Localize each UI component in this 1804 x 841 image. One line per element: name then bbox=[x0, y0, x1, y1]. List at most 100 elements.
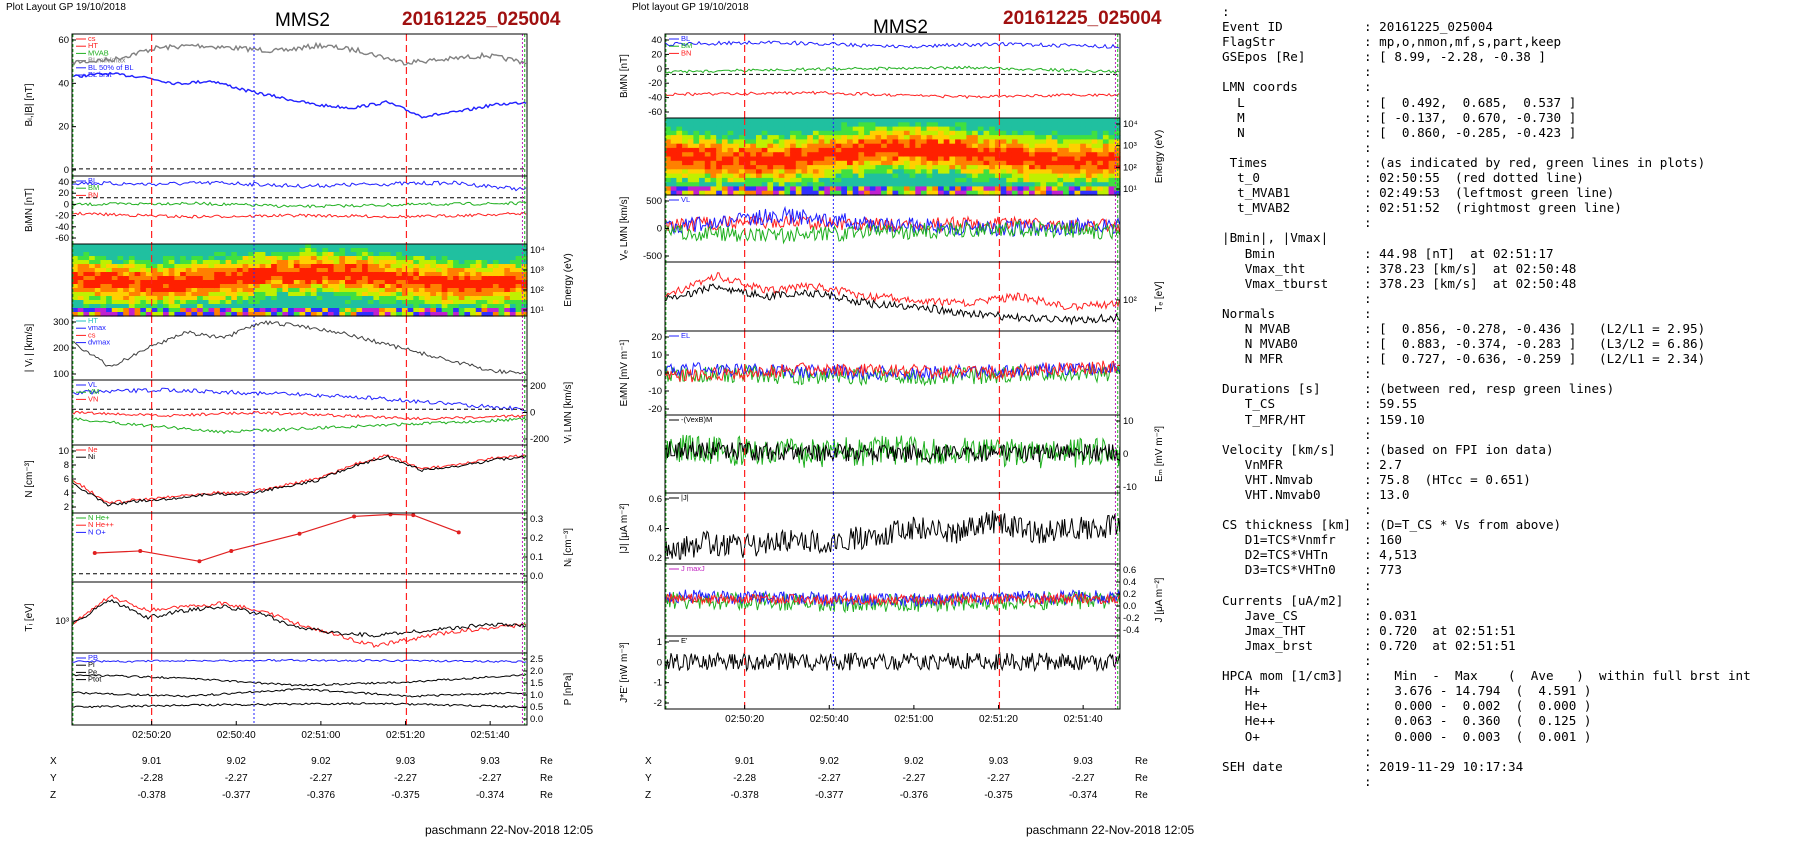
right-tick-label: 0 bbox=[657, 657, 662, 668]
right-ylabel: |J| [μA m⁻²] bbox=[619, 503, 630, 553]
right-coord-value: -0.378 bbox=[730, 790, 759, 800]
left-curve-2-1 bbox=[72, 180, 527, 192]
right-tick-label: 10³ bbox=[1123, 141, 1137, 152]
info-value: : (based on FPI ion data) bbox=[1364, 441, 1554, 457]
left-panel-frame bbox=[71, 652, 528, 726]
info-value: : 0.720 at 02:51:51 bbox=[1364, 637, 1516, 653]
info-value: : [ 0.856, -0.278, -0.436 ] (L2/L1 = 2.9… bbox=[1364, 320, 1706, 336]
info-key: SEH date bbox=[1222, 758, 1283, 774]
info-key: Times bbox=[1222, 154, 1268, 170]
left-legend-label: BL bbox=[88, 176, 97, 185]
info-key: Bmin bbox=[1222, 245, 1276, 261]
info-row: T_MFR/HT: 159.10 bbox=[1222, 412, 1800, 427]
right-curve-7-1 bbox=[664, 510, 1121, 563]
left-curve-6-2 bbox=[71, 454, 527, 507]
info-row: : bbox=[1222, 4, 1800, 19]
left-he-point bbox=[456, 530, 461, 535]
info-row: M: [ -0.137, 0.670, -0.730 ] bbox=[1222, 110, 1800, 125]
right-coord-value: -2.28 bbox=[733, 773, 756, 784]
info-key: GSEpos [Re] bbox=[1222, 49, 1306, 65]
info-row: t_MVAB1: 02:49:53 (leftmost green line) bbox=[1222, 185, 1800, 200]
info-value: : bbox=[1364, 773, 1372, 789]
left-curve-9-4 bbox=[71, 702, 527, 709]
left-tick-label: -60 bbox=[55, 233, 69, 244]
right-tick-label: 10 bbox=[1123, 416, 1134, 427]
info-value: : 75.8 (HTcc = 0.651) bbox=[1364, 471, 1531, 487]
info-row: Jmax_THT: 0.720 at 02:51:51 bbox=[1222, 623, 1800, 638]
info-row: T_CS: 59.55 bbox=[1222, 396, 1800, 411]
left-tick-label: 10³ bbox=[55, 616, 69, 627]
left-ylabel: N [cm⁻³] bbox=[24, 460, 35, 498]
right-tick-label: -40 bbox=[648, 93, 662, 104]
left-tick-label: 0 bbox=[64, 165, 69, 176]
right-panel-2: 10⁴ 10³ 10² 10¹ Energy (eV) bbox=[664, 117, 1165, 196]
left-tick-label: 2 bbox=[64, 502, 69, 513]
info-value: : (D=T_CS * Vs from above) bbox=[1364, 517, 1562, 533]
left-curve-8-2 bbox=[71, 599, 527, 638]
info-row: FlagStr: mp,o,nmon,mf,s,part,keep bbox=[1222, 34, 1800, 49]
right-panel-6: 10 0 -10 Eₘ [mV m⁻²] -(VexB)M bbox=[664, 414, 1165, 494]
right-panel-frame bbox=[664, 635, 1121, 710]
info-value: : 0.000 - 0.003 ( 0.001 ) bbox=[1364, 728, 1592, 744]
left-legend-label: dvmax bbox=[88, 338, 110, 347]
info-row: : bbox=[1222, 291, 1800, 306]
left-plot-header: Plot Layout GP 19/10/2018 bbox=[6, 2, 126, 13]
info-value: : Min - Max ( Ave ) within full brst int bbox=[1364, 668, 1751, 684]
left-tick-label: 10 bbox=[58, 446, 69, 457]
left-legend-label: PB bbox=[88, 653, 98, 662]
info-key: O+ bbox=[1222, 728, 1260, 744]
left-coord-value: -0.375 bbox=[391, 790, 420, 800]
right-plot-footer: paschmann 22-Nov-2018 12:05 bbox=[1026, 823, 1195, 837]
left-panel-frame bbox=[71, 581, 528, 654]
left-coord-value: -0.376 bbox=[307, 790, 336, 800]
right-tick-label: -1 bbox=[654, 678, 662, 689]
left-curve-6-1 bbox=[71, 454, 527, 505]
info-key: Velocity [km/s] bbox=[1222, 441, 1336, 457]
left-coord-value: -2.28 bbox=[140, 773, 163, 784]
info-value: : 378.23 [km/s] at 02:50:48 bbox=[1364, 260, 1577, 276]
right-panel-3: 500 0 -500 Vₑ LMN [km/s] VL bbox=[619, 194, 1121, 263]
left-time-label: 02:51:40 bbox=[471, 730, 510, 741]
right-legend-label: |J| bbox=[681, 493, 689, 502]
info-row: D3=TCS*VHTn0: 773 bbox=[1222, 562, 1800, 577]
left-legend-label: HT bbox=[88, 41, 98, 50]
info-value: : 59.55 bbox=[1364, 396, 1418, 412]
left-coord-axis-label: X bbox=[50, 756, 57, 767]
info-value: : 4,513 bbox=[1364, 547, 1418, 563]
left-curve-9-2 bbox=[71, 673, 527, 687]
info-row: Jmax_brst: 0.720 at 02:51:51 bbox=[1222, 638, 1800, 653]
left-panel-frame bbox=[71, 315, 528, 381]
left-legend-label: Ptot bbox=[88, 675, 102, 684]
info-value: : 378.23 [km/s] at 02:50:48 bbox=[1364, 275, 1577, 291]
right-tick-label: 10² bbox=[1123, 162, 1137, 173]
info-row: VHT.Nmvab: 75.8 (HTcc = 0.651) bbox=[1222, 472, 1800, 487]
info-key: He+ bbox=[1222, 698, 1268, 714]
info-value: : 02:51:52 (rightmost green line) bbox=[1364, 200, 1622, 216]
left-panel-7: 0.3 0.2 0.1 0.0 Nᵢ [cm⁻³] N He+N He++N O+ bbox=[71, 512, 574, 583]
right-panel-8: 0.60.40.20.0-0.2-0.4 J [μA m⁻²] J maxJ bbox=[664, 563, 1165, 637]
info-row: SEH date: 2019-11-29 10:17:34 bbox=[1222, 759, 1800, 774]
info-value: : [ 0.727, -0.636, -0.259 ] (L2/L1 = 2.3… bbox=[1364, 351, 1706, 367]
left-legend-label: N O+ bbox=[88, 527, 106, 536]
info-row: : bbox=[1222, 774, 1800, 789]
left-legend-label: VL bbox=[88, 380, 97, 389]
left-tick-label: 40 bbox=[58, 177, 69, 188]
event-info-panel: : Event ID: 20161225_025004 FlagStr: mp,o,… bbox=[1222, 4, 1800, 834]
left-curve-1-1 bbox=[71, 41, 527, 66]
left-tick-label: 2.0 bbox=[530, 666, 543, 677]
info-row: LMN coords: bbox=[1222, 79, 1800, 94]
info-key: H+ bbox=[1222, 683, 1260, 699]
left-he-line bbox=[94, 513, 459, 562]
info-key: CS thickness [km] bbox=[1222, 517, 1351, 533]
info-value: : 0.031 bbox=[1364, 607, 1418, 623]
left-legend-label: cs bbox=[88, 34, 96, 43]
right-coord-unit: Re bbox=[1135, 756, 1148, 767]
left-curve-4-1 bbox=[71, 320, 527, 376]
right-coord-value: -0.377 bbox=[815, 790, 844, 800]
left-legend-label: Pe bbox=[88, 667, 97, 676]
info-row: D2=TCS*VHTn: 4,513 bbox=[1222, 547, 1800, 562]
right-coord-unit: Re bbox=[1135, 790, 1148, 800]
